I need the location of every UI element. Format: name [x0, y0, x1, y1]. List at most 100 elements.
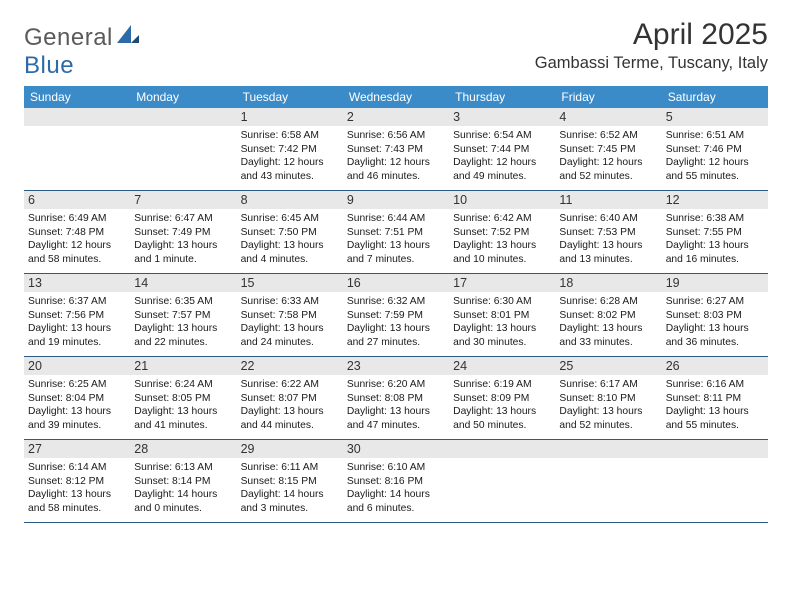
- cell-body: Sunrise: 6:27 AMSunset: 8:03 PMDaylight:…: [666, 295, 764, 349]
- calendar-cell: [449, 440, 555, 522]
- calendar-cell: 10Sunrise: 6:42 AMSunset: 7:52 PMDayligh…: [449, 191, 555, 273]
- calendar-cell: 14Sunrise: 6:35 AMSunset: 7:57 PMDayligh…: [130, 274, 236, 356]
- calendar-cell: 23Sunrise: 6:20 AMSunset: 8:08 PMDayligh…: [343, 357, 449, 439]
- calendar-cell: 9Sunrise: 6:44 AMSunset: 7:51 PMDaylight…: [343, 191, 449, 273]
- brand-general: General: [24, 24, 113, 51]
- header-row: GeneralBlue April 2025 Gambassi Terme, T…: [24, 18, 768, 80]
- sunset-text: Sunset: 7:55 PM: [666, 226, 764, 240]
- day-number: [555, 440, 661, 458]
- day-number: 2: [343, 108, 449, 126]
- cell-body: Sunrise: 6:14 AMSunset: 8:12 PMDaylight:…: [28, 461, 126, 515]
- cell-body: Sunrise: 6:19 AMSunset: 8:09 PMDaylight:…: [453, 378, 551, 432]
- daylight-text: Daylight: 13 hours and 47 minutes.: [347, 405, 445, 432]
- calendar-cell: 27 Sunrise: 6:14 AMSunset: 8:12 PMDayligh…: [24, 440, 130, 522]
- cell-body: Sunrise: 6:45 AMSunset: 7:50 PMDaylight:…: [241, 212, 339, 266]
- cell-body: Sunrise: 6:30 AMSunset: 8:01 PMDaylight:…: [453, 295, 551, 349]
- day-number: [24, 108, 130, 126]
- calendar-cell: 5Sunrise: 6:51 AMSunset: 7:46 PMDaylight…: [662, 108, 768, 190]
- sunset-text: Sunset: 7:45 PM: [559, 143, 657, 157]
- calendar-cell: [130, 108, 236, 190]
- day-number: 29: [237, 440, 343, 458]
- day-header: Thursday: [449, 86, 555, 108]
- cell-body: Sunrise: 6:17 AMSunset: 8:10 PMDaylight:…: [559, 378, 657, 432]
- calendar-page: GeneralBlue April 2025 Gambassi Terme, T…: [0, 0, 792, 523]
- calendar-cell: 21Sunrise: 6:24 AMSunset: 8:05 PMDayligh…: [130, 357, 236, 439]
- sunrise-text: Sunrise: 6:20 AM: [347, 378, 445, 392]
- cell-body: Sunrise: 6:54 AMSunset: 7:44 PMDaylight:…: [453, 129, 551, 183]
- cell-body: Sunrise: 6:49 AMSunset: 7:48 PMDaylight:…: [28, 212, 126, 266]
- daylight-text: Daylight: 12 hours and 43 minutes.: [241, 156, 339, 183]
- calendar-cell: 4Sunrise: 6:52 AMSunset: 7:45 PMDaylight…: [555, 108, 661, 190]
- day-number: 26: [662, 357, 768, 375]
- sunset-text: Sunset: 8:03 PM: [666, 309, 764, 323]
- daylight-text: Daylight: 13 hours and 19 minutes.: [28, 322, 126, 349]
- daylight-text: Daylight: 13 hours and 27 minutes.: [347, 322, 445, 349]
- cell-body: Sunrise: 6:35 AMSunset: 7:57 PMDaylight:…: [134, 295, 232, 349]
- calendar-cell: 28Sunrise: 6:13 AMSunset: 8:14 PMDayligh…: [130, 440, 236, 522]
- day-number: 13: [24, 274, 130, 292]
- sunrise-text: Sunrise: 6:40 AM: [559, 212, 657, 226]
- cell-body: Sunrise: 6:33 AMSunset: 7:58 PMDaylight:…: [241, 295, 339, 349]
- cell-body: Sunrise: 6:37 AMSunset: 7:56 PMDaylight:…: [28, 295, 126, 349]
- cell-body: Sunrise: 6:52 AMSunset: 7:45 PMDaylight:…: [559, 129, 657, 183]
- cell-body: Sunrise: 6:38 AMSunset: 7:55 PMDaylight:…: [666, 212, 764, 266]
- title-block: April 2025 Gambassi Terme, Tuscany, Ital…: [535, 18, 768, 73]
- day-number: 24: [449, 357, 555, 375]
- daylight-text: Daylight: 13 hours and 7 minutes.: [347, 239, 445, 266]
- calendar-cell: 13 Sunrise: 6:37 AMSunset: 7:56 PMDayligh…: [24, 274, 130, 356]
- day-header: Tuesday: [237, 86, 343, 108]
- sunset-text: Sunset: 7:57 PM: [134, 309, 232, 323]
- sunrise-text: Sunrise: 6:27 AM: [666, 295, 764, 309]
- calendar-cell: 19 Sunrise: 6:27 AMSunset: 8:03 PMDayligh…: [662, 274, 768, 356]
- sunrise-text: Sunrise: 6:16 AM: [666, 378, 764, 392]
- day-number: 10: [449, 191, 555, 209]
- sunset-text: Sunset: 8:12 PM: [28, 475, 126, 489]
- day-number: 30: [343, 440, 449, 458]
- day-number: 12: [662, 191, 768, 209]
- sunrise-text: Sunrise: 6:19 AM: [453, 378, 551, 392]
- location-label: Gambassi Terme, Tuscany, Italy: [535, 54, 768, 73]
- day-header: Saturday: [662, 86, 768, 108]
- sunset-text: Sunset: 7:42 PM: [241, 143, 339, 157]
- sunrise-text: Sunrise: 6:49 AM: [28, 212, 126, 226]
- day-number: 19: [662, 274, 768, 292]
- day-number: 27: [24, 440, 130, 458]
- day-number: 1: [237, 108, 343, 126]
- sunset-text: Sunset: 7:44 PM: [453, 143, 551, 157]
- calendar-cell: 2Sunrise: 6:56 AMSunset: 7:43 PMDaylight…: [343, 108, 449, 190]
- sunrise-text: Sunrise: 6:44 AM: [347, 212, 445, 226]
- sunset-text: Sunset: 7:56 PM: [28, 309, 126, 323]
- day-number: [130, 108, 236, 126]
- daylight-text: Daylight: 14 hours and 0 minutes.: [134, 488, 232, 515]
- cell-body: Sunrise: 6:40 AMSunset: 7:53 PMDaylight:…: [559, 212, 657, 266]
- day-number: 25: [555, 357, 661, 375]
- daylight-text: Daylight: 12 hours and 52 minutes.: [559, 156, 657, 183]
- weeks-container: 1Sunrise: 6:58 AMSunset: 7:42 PMDaylight…: [24, 108, 768, 523]
- day-header: Monday: [130, 86, 236, 108]
- day-number: 20: [24, 357, 130, 375]
- sunrise-text: Sunrise: 6:38 AM: [666, 212, 764, 226]
- week-row: 13 Sunrise: 6:37 AMSunset: 7:56 PMDayligh…: [24, 274, 768, 357]
- calendar-cell: 12 Sunrise: 6:38 AMSunset: 7:55 PMDayligh…: [662, 191, 768, 273]
- day-header: Friday: [555, 86, 661, 108]
- cell-body: Sunrise: 6:32 AMSunset: 7:59 PMDaylight:…: [347, 295, 445, 349]
- sunrise-text: Sunrise: 6:54 AM: [453, 129, 551, 143]
- day-number: 7: [130, 191, 236, 209]
- day-header: Wednesday: [343, 86, 449, 108]
- brand-blue: Blue: [24, 52, 74, 79]
- sunset-text: Sunset: 8:14 PM: [134, 475, 232, 489]
- sunrise-text: Sunrise: 6:58 AM: [241, 129, 339, 143]
- day-number: [449, 440, 555, 458]
- sunrise-text: Sunrise: 6:25 AM: [28, 378, 126, 392]
- calendar-cell: 25 Sunrise: 6:17 AMSunset: 8:10 PMDayligh…: [555, 357, 661, 439]
- daylight-text: Daylight: 13 hours and 22 minutes.: [134, 322, 232, 349]
- sunset-text: Sunset: 7:43 PM: [347, 143, 445, 157]
- brand-logo: GeneralBlue: [24, 24, 139, 80]
- week-row: 20 Sunrise: 6:25 AMSunset: 8:04 PM Dayligh…: [24, 357, 768, 440]
- sunrise-text: Sunrise: 6:17 AM: [559, 378, 657, 392]
- calendar-cell: 8Sunrise: 6:45 AMSunset: 7:50 PMDaylight…: [237, 191, 343, 273]
- sunset-text: Sunset: 7:50 PM: [241, 226, 339, 240]
- sunrise-text: Sunrise: 6:22 AM: [241, 378, 339, 392]
- sunset-text: Sunset: 8:04 PM: [28, 392, 126, 406]
- week-row: 1Sunrise: 6:58 AMSunset: 7:42 PMDaylight…: [24, 108, 768, 191]
